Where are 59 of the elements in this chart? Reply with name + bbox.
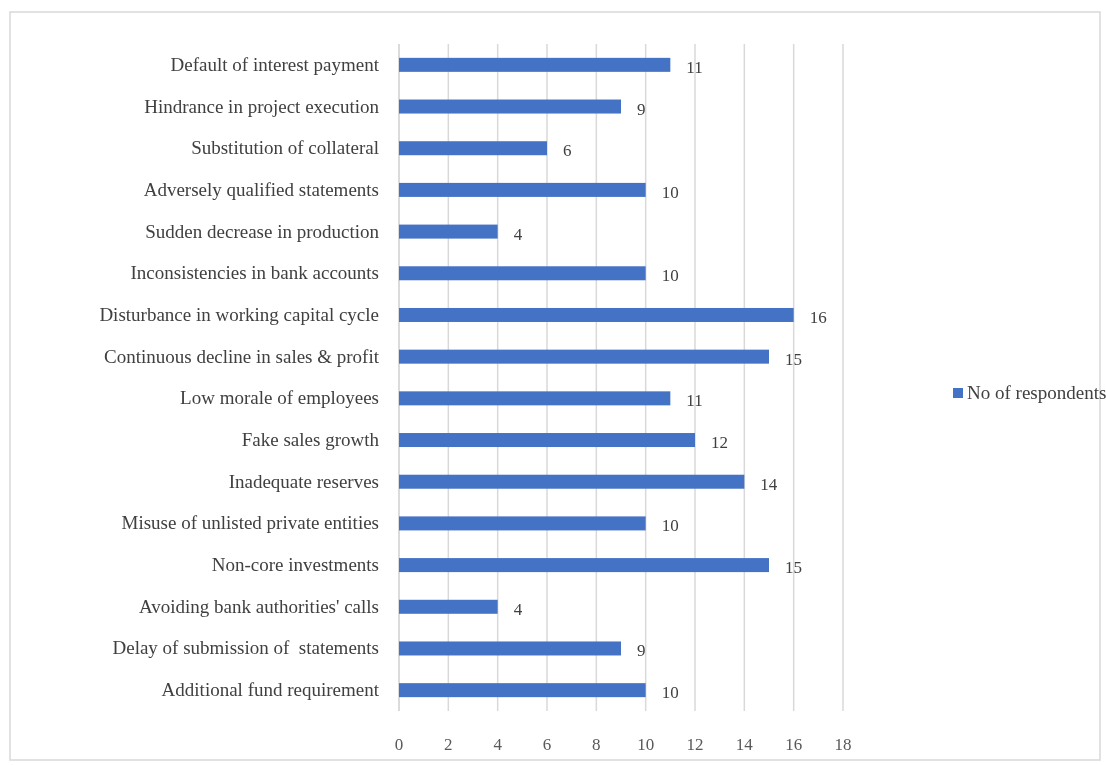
bar xyxy=(399,182,646,197)
bar xyxy=(399,141,547,156)
data-label: 15 xyxy=(785,349,802,369)
data-label: 11 xyxy=(686,57,703,77)
data-label: 12 xyxy=(711,433,728,453)
bar xyxy=(399,474,745,489)
data-label: 10 xyxy=(661,266,679,286)
bar xyxy=(399,99,621,114)
bar xyxy=(399,516,646,531)
data-label: 9 xyxy=(637,641,646,661)
x-tick-label: 18 xyxy=(834,735,852,754)
legend-label: No of respondents xyxy=(967,382,1106,403)
x-tick-label: 2 xyxy=(444,735,453,754)
y-tick-label: Substitution of collateral xyxy=(191,137,379,159)
bar xyxy=(399,349,769,364)
y-tick-label: Inconsistencies in bank accounts xyxy=(130,262,379,284)
bar xyxy=(399,266,646,281)
bar xyxy=(399,599,498,614)
x-tick-label: 0 xyxy=(394,735,404,754)
y-tick-label: Low morale of employees xyxy=(180,387,379,409)
data-label: 15 xyxy=(785,558,802,578)
bar xyxy=(399,307,794,322)
x-tick-label: 14 xyxy=(735,735,754,754)
data-label: 10 xyxy=(661,182,679,202)
y-tick-label: Adversely qualified statements xyxy=(143,178,379,200)
y-tick-label: Additional fund requirement xyxy=(161,679,380,701)
y-tick-label: Fake sales growth xyxy=(241,429,380,451)
bar xyxy=(399,558,769,573)
x-tick-label: 4 xyxy=(493,735,503,754)
y-tick-label: Sudden decrease in production xyxy=(145,220,380,242)
data-label: 11 xyxy=(686,391,703,411)
y-tick-label: Misuse of unlisted private entities xyxy=(121,512,379,534)
x-tick-label: 6 xyxy=(542,735,552,754)
bar xyxy=(399,641,621,656)
x-tick-label: 12 xyxy=(686,735,704,754)
y-tick-label: Continuous decline in sales & profit xyxy=(104,345,380,367)
y-tick-label: Default of interest payment xyxy=(170,53,380,75)
x-tick-label: 8 xyxy=(592,735,601,754)
bar xyxy=(399,224,498,239)
y-tick-label: Avoiding bank authorities' calls xyxy=(139,595,379,617)
y-tick-label: Disturbance in working capital cycle xyxy=(99,303,379,325)
bar xyxy=(399,433,695,448)
bar xyxy=(399,391,671,406)
data-label: 4 xyxy=(513,599,523,619)
y-tick-label: Delay of submission of statements xyxy=(112,637,379,659)
x-tick-label: 16 xyxy=(785,735,803,754)
data-label: 4 xyxy=(513,224,523,244)
y-tick-label: Inadequate reserves xyxy=(228,470,379,492)
data-label: 6 xyxy=(563,141,572,161)
data-label: 14 xyxy=(760,474,778,494)
data-label: 16 xyxy=(809,307,827,327)
y-tick-label: Hindrance in project execution xyxy=(144,95,380,117)
data-label: 10 xyxy=(661,683,679,703)
bar xyxy=(399,683,646,698)
x-tick-label: 10 xyxy=(637,735,655,754)
y-tick-label: Non-core investments xyxy=(211,554,379,576)
data-label: 10 xyxy=(661,516,679,536)
data-label: 9 xyxy=(637,99,646,119)
bar xyxy=(399,57,671,72)
